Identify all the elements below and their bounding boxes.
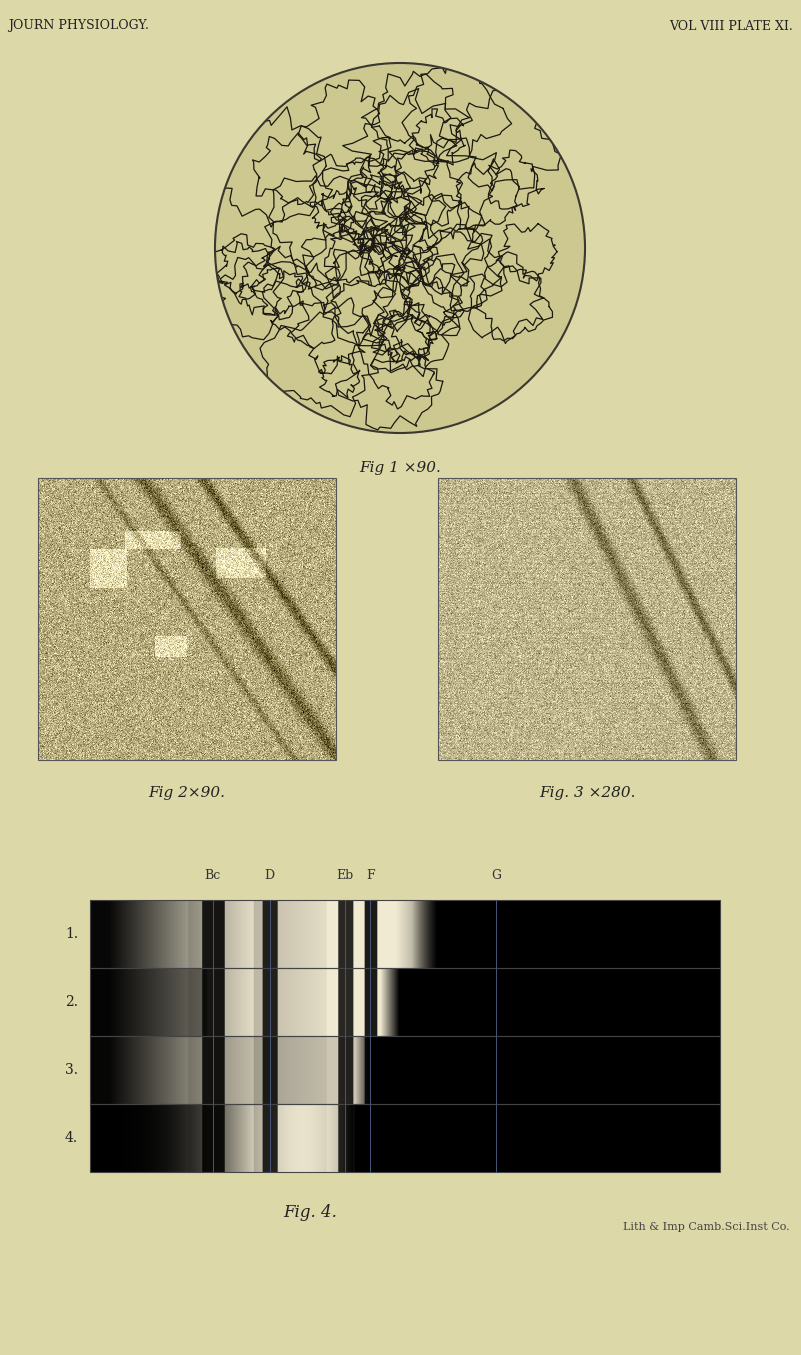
Circle shape xyxy=(215,62,585,434)
Text: Fig. 3 ×280.: Fig. 3 ×280. xyxy=(539,786,635,799)
Text: Lith & Imp Camb.Sci.Inst Co.: Lith & Imp Camb.Sci.Inst Co. xyxy=(623,1222,790,1232)
Bar xyxy=(38,478,336,760)
Bar xyxy=(90,967,720,1037)
Text: 1.: 1. xyxy=(65,927,78,940)
Text: Fig. 4.: Fig. 4. xyxy=(284,1205,337,1221)
Text: 4.: 4. xyxy=(65,1131,78,1145)
Text: 3.: 3. xyxy=(65,1064,78,1077)
Text: Fig 2×90.: Fig 2×90. xyxy=(148,786,226,799)
Bar xyxy=(90,900,720,967)
Bar xyxy=(90,1037,720,1104)
Text: 2.: 2. xyxy=(65,995,78,1009)
Text: F: F xyxy=(366,869,375,882)
Text: G: G xyxy=(491,869,501,882)
Text: Fig 1 ×90.: Fig 1 ×90. xyxy=(359,461,441,476)
Text: JOURN PHYSIOLOGY.: JOURN PHYSIOLOGY. xyxy=(8,19,149,33)
Bar xyxy=(90,1104,720,1172)
Text: D: D xyxy=(264,869,275,882)
Text: Bc: Bc xyxy=(205,869,221,882)
Text: Eb: Eb xyxy=(336,869,354,882)
Text: VOL VIII PLATE XI.: VOL VIII PLATE XI. xyxy=(670,19,793,33)
Bar xyxy=(438,478,736,760)
